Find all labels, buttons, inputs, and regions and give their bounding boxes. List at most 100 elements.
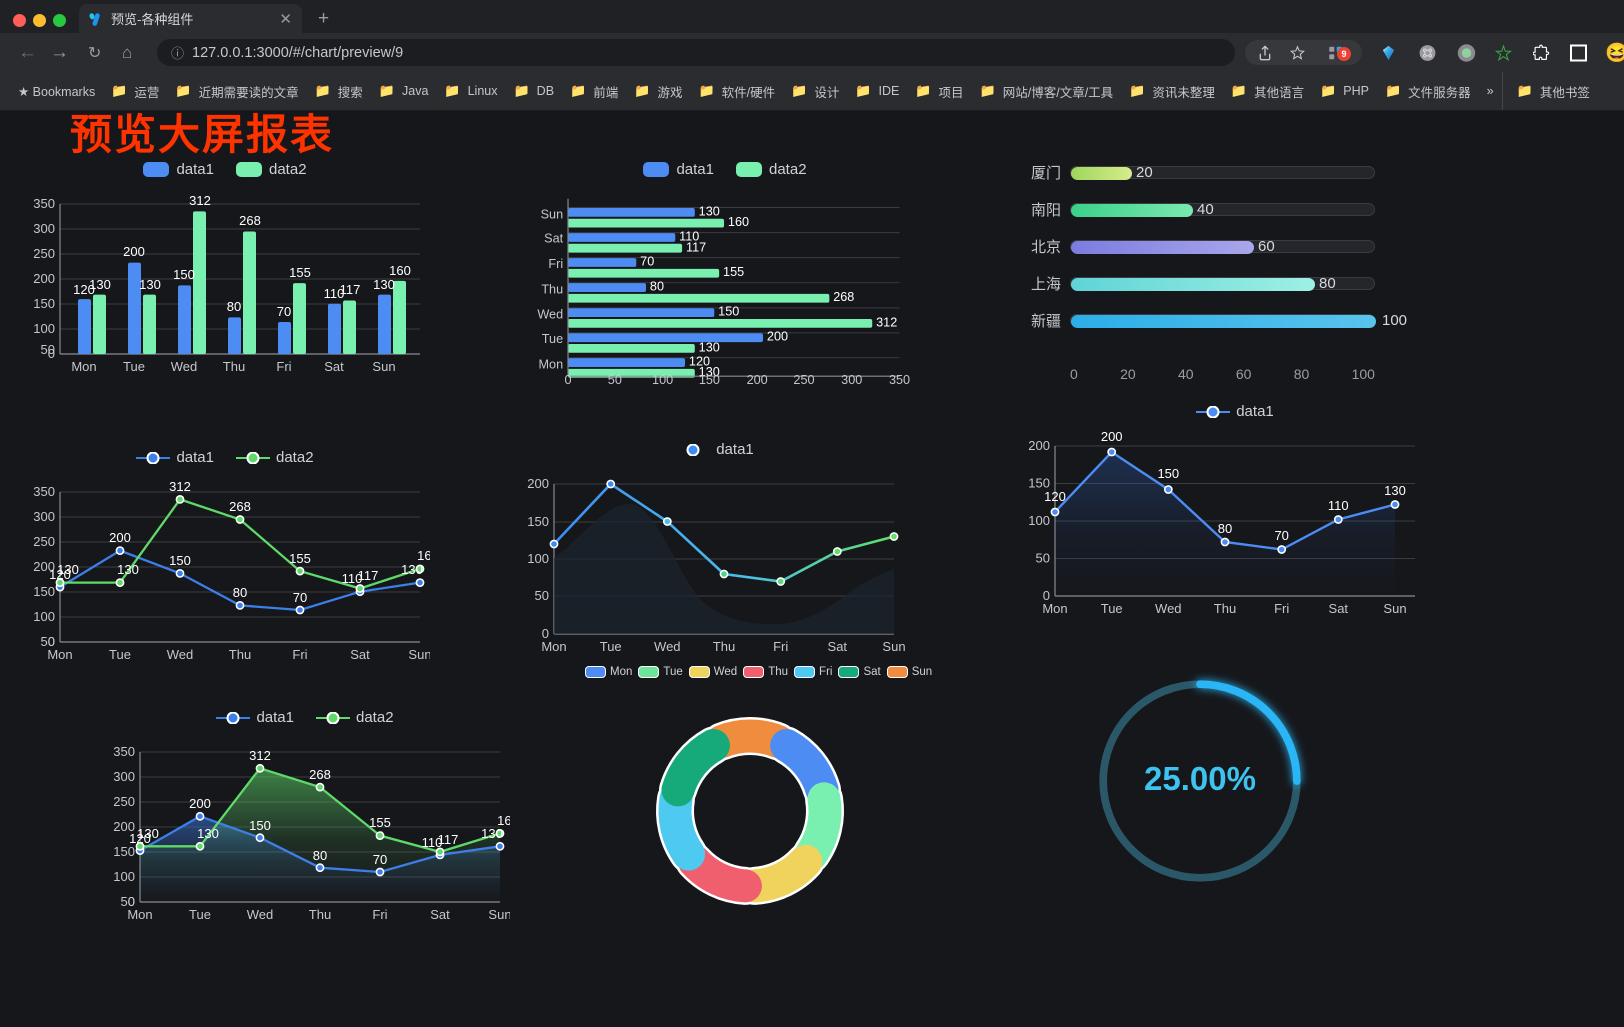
- svg-text:Thu: Thu: [713, 639, 735, 654]
- svg-text:250: 250: [113, 794, 135, 809]
- svg-text:268: 268: [239, 213, 261, 228]
- svg-text:Fri: Fri: [548, 257, 563, 271]
- svg-text:130: 130: [139, 277, 161, 292]
- svg-text:350: 350: [113, 744, 135, 759]
- svg-text:150: 150: [169, 553, 191, 568]
- svg-text:160: 160: [497, 813, 510, 828]
- svg-text:117: 117: [340, 282, 361, 297]
- svg-text:117: 117: [438, 832, 459, 847]
- svg-text:100: 100: [652, 373, 673, 384]
- svg-text:160: 160: [728, 215, 749, 229]
- svg-text:Sun: Sun: [1383, 601, 1406, 616]
- svg-text:25.00%: 25.00%: [1144, 760, 1256, 797]
- svg-text:250: 250: [33, 534, 55, 549]
- svg-text:300: 300: [33, 509, 55, 524]
- svg-text:Sat: Sat: [544, 232, 563, 246]
- svg-text:Fri: Fri: [292, 647, 307, 662]
- svg-text:Thu: Thu: [223, 359, 245, 374]
- svg-text:Fri: Fri: [372, 907, 387, 922]
- svg-text:160: 160: [389, 263, 411, 278]
- svg-text:Sun: Sun: [488, 907, 510, 922]
- svg-text:130: 130: [481, 826, 503, 841]
- svg-text:100: 100: [113, 869, 135, 884]
- svg-text:155: 155: [289, 265, 311, 280]
- svg-text:120: 120: [1044, 489, 1066, 504]
- svg-text:300: 300: [113, 769, 135, 784]
- svg-text:200: 200: [109, 530, 131, 545]
- svg-text:150: 150: [249, 818, 271, 833]
- svg-text:110: 110: [1328, 498, 1349, 513]
- svg-text:80: 80: [233, 585, 247, 600]
- svg-text:100: 100: [1028, 513, 1050, 528]
- svg-text:130: 130: [373, 277, 395, 292]
- svg-text:Mon: Mon: [1042, 601, 1067, 616]
- svg-text:Thu: Thu: [1214, 601, 1236, 616]
- svg-text:350: 350: [33, 196, 55, 211]
- svg-text:150: 150: [718, 305, 739, 319]
- svg-text:130: 130: [197, 826, 219, 841]
- svg-text:Sun: Sun: [372, 359, 395, 374]
- svg-text:0: 0: [565, 373, 572, 384]
- svg-text:Sun: Sun: [541, 207, 564, 221]
- svg-text:117: 117: [358, 568, 379, 583]
- svg-text:150: 150: [173, 267, 195, 282]
- svg-text:312: 312: [876, 315, 897, 329]
- svg-text:80: 80: [313, 848, 327, 863]
- svg-text:130: 130: [1384, 483, 1406, 498]
- svg-text:150: 150: [113, 844, 135, 859]
- svg-text:Wed: Wed: [171, 359, 198, 374]
- svg-text:80: 80: [1218, 521, 1232, 536]
- svg-text:70: 70: [640, 255, 654, 269]
- svg-text:130: 130: [699, 340, 720, 354]
- svg-text:160: 160: [417, 548, 430, 563]
- svg-text:100: 100: [33, 609, 55, 624]
- svg-text:200: 200: [1101, 431, 1123, 444]
- svg-text:Mon: Mon: [71, 359, 96, 374]
- svg-text:Mon: Mon: [539, 357, 564, 371]
- svg-text:Thu: Thu: [229, 647, 251, 662]
- svg-text:155: 155: [289, 551, 311, 566]
- svg-text:155: 155: [369, 815, 391, 830]
- svg-text:312: 312: [249, 748, 271, 763]
- svg-text:50: 50: [535, 588, 549, 603]
- svg-text:Sun: Sun: [408, 647, 430, 662]
- svg-text:0: 0: [48, 346, 55, 361]
- svg-text:350: 350: [889, 373, 910, 384]
- svg-text:150: 150: [1157, 466, 1179, 481]
- svg-text:Sat: Sat: [1329, 601, 1349, 616]
- svg-text:250: 250: [793, 373, 814, 384]
- svg-text:Mon: Mon: [541, 639, 566, 654]
- svg-text:350: 350: [33, 484, 55, 499]
- svg-text:130: 130: [89, 277, 111, 292]
- svg-text:Fri: Fri: [773, 639, 788, 654]
- svg-text:Mon: Mon: [127, 907, 152, 922]
- svg-text:200: 200: [747, 373, 768, 384]
- svg-text:100: 100: [33, 321, 55, 336]
- svg-text:70: 70: [277, 304, 291, 319]
- svg-text:Tue: Tue: [189, 907, 211, 922]
- svg-text:Thu: Thu: [309, 907, 331, 922]
- svg-text:155: 155: [723, 265, 744, 279]
- svg-text:Sat: Sat: [350, 647, 370, 662]
- svg-text:268: 268: [229, 499, 251, 514]
- svg-text:130: 130: [699, 204, 720, 218]
- svg-text:70: 70: [293, 590, 307, 605]
- svg-text:268: 268: [309, 767, 331, 782]
- svg-text:Mon: Mon: [47, 647, 72, 662]
- svg-text:Fri: Fri: [1274, 601, 1289, 616]
- svg-text:70: 70: [1274, 528, 1288, 543]
- svg-text:268: 268: [833, 290, 854, 304]
- svg-text:80: 80: [227, 299, 241, 314]
- svg-text:Wed: Wed: [167, 647, 194, 662]
- svg-text:200: 200: [189, 796, 211, 811]
- svg-text:150: 150: [699, 373, 720, 384]
- svg-text:200: 200: [1028, 438, 1050, 453]
- svg-text:200: 200: [123, 244, 145, 259]
- svg-text:130: 130: [401, 562, 423, 577]
- svg-text:130: 130: [137, 826, 159, 841]
- svg-text:Sat: Sat: [828, 639, 848, 654]
- svg-text:70: 70: [373, 852, 387, 867]
- svg-text:Sat: Sat: [430, 907, 450, 922]
- svg-text:100: 100: [527, 551, 549, 566]
- svg-text:50: 50: [608, 373, 622, 384]
